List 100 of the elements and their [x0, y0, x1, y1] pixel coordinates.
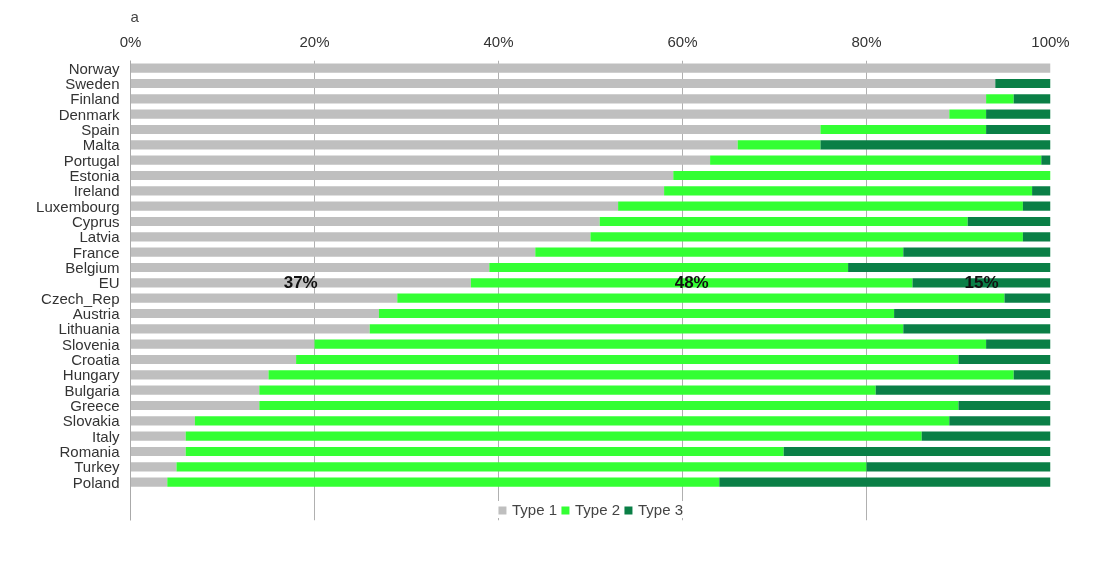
bar [130, 354, 297, 365]
bar [130, 431, 186, 441]
bar [949, 416, 1051, 426]
bar [268, 370, 1014, 380]
bar [489, 262, 849, 273]
y-tick-label: Ireland [73, 182, 120, 200]
bar [535, 247, 904, 257]
y-tick-label: Czech_Rep [41, 289, 120, 307]
x-tick-label: 100% [1031, 32, 1070, 50]
bar [783, 446, 1051, 457]
bar [130, 109, 950, 119]
bar [921, 431, 1051, 441]
bar [599, 216, 968, 227]
bar [130, 94, 987, 104]
bar [167, 477, 720, 487]
bar [949, 109, 987, 119]
bar [986, 109, 1051, 119]
bar [130, 170, 674, 181]
bar [130, 308, 379, 319]
bar [1013, 94, 1051, 104]
legend-label: Type 1 [511, 501, 557, 518]
bar [986, 124, 1051, 135]
bar [130, 370, 269, 380]
y-tick-label: Portugal [63, 151, 120, 169]
bar [130, 293, 398, 303]
bar [314, 339, 987, 349]
bar [194, 416, 950, 426]
bar [130, 232, 591, 242]
bar [1013, 370, 1051, 380]
bar [958, 354, 1051, 365]
bar [259, 400, 959, 411]
y-tick-label: Lithuania [58, 320, 121, 338]
y-tick-label: France [72, 243, 120, 261]
bar [967, 216, 1051, 227]
bar [1022, 201, 1051, 211]
bar [820, 124, 987, 135]
bar [296, 354, 959, 365]
bar [130, 124, 821, 135]
y-tick-label: Spain [81, 121, 120, 138]
bar [130, 262, 490, 273]
y-tick-label: Belgium [65, 259, 120, 276]
x-tick-label: 60% [667, 32, 698, 50]
bar [995, 78, 1051, 89]
y-tick-label: Hungary [62, 366, 120, 384]
bar [130, 140, 738, 150]
bar [470, 278, 913, 288]
bar [866, 462, 1051, 472]
y-tick-label: EU [98, 274, 120, 292]
y-tick-label: Finland [70, 90, 120, 108]
bar [737, 140, 821, 150]
bar [820, 140, 1051, 150]
y-tick-label: Croatia [71, 351, 121, 368]
text: a [130, 7, 140, 25]
bar [618, 201, 1023, 211]
bar [130, 385, 260, 395]
y-tick-label: Norway [68, 59, 120, 77]
bar [1004, 293, 1051, 303]
x-tick-label: 0% [119, 32, 142, 50]
bar [894, 308, 1051, 319]
y-tick-label: Denmark [58, 105, 120, 123]
bar [378, 308, 895, 319]
y-tick-label: Slovenia [61, 335, 121, 353]
bar [1041, 155, 1051, 165]
bar [848, 262, 1051, 273]
data-label: 48% [674, 273, 709, 293]
bar [1022, 232, 1051, 242]
bar [903, 324, 1051, 334]
bar [130, 216, 600, 227]
y-tick-label: Luxembourg [36, 197, 120, 215]
bar [185, 431, 922, 441]
bar [130, 247, 536, 257]
bar [130, 278, 471, 288]
bar [958, 400, 1051, 411]
y-tick-label: Slovakia [62, 412, 121, 430]
x-tick-label: 20% [299, 32, 330, 50]
bar [185, 446, 784, 457]
bar [710, 155, 1042, 165]
bar [1032, 186, 1051, 196]
bar [130, 186, 665, 196]
bar [130, 63, 1051, 73]
bar [130, 78, 996, 89]
bar [176, 462, 867, 472]
bar [986, 339, 1051, 349]
bar [130, 477, 168, 487]
data-label: 37% [283, 273, 318, 293]
bar [875, 385, 1051, 395]
bar [130, 446, 186, 457]
x-tick-label: 40% [483, 32, 514, 50]
bar [903, 247, 1051, 257]
bar [259, 385, 876, 395]
legend-label: Type 3 [638, 501, 684, 518]
bar [130, 400, 260, 411]
bar [397, 293, 1005, 303]
x-tick-label: 80% [851, 32, 882, 50]
bar [130, 201, 619, 211]
y-tick-label: Turkey [74, 458, 120, 476]
bar [130, 339, 315, 349]
bar [130, 462, 177, 472]
legend-label: Type 2 [574, 501, 621, 518]
bar [130, 324, 370, 334]
